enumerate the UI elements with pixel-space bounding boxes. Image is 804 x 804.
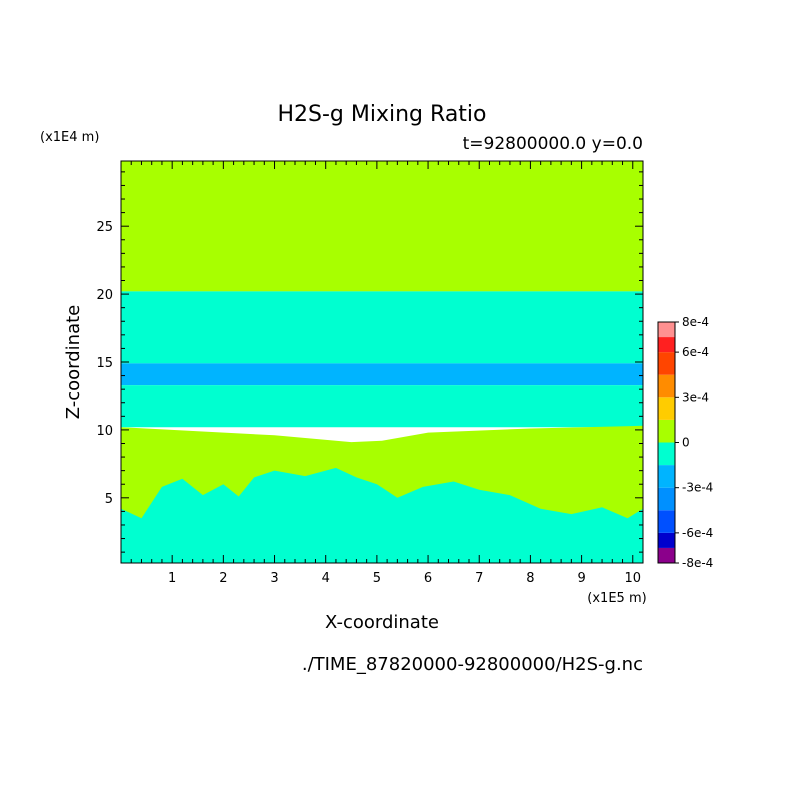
y-tick-label: 25 xyxy=(96,220,113,235)
x-tick-label: 3 xyxy=(270,571,278,586)
x-tick-label: 10 xyxy=(624,571,641,586)
colorbar-tick-label: -6e-4 xyxy=(682,526,713,540)
colorbar-segment xyxy=(658,547,675,563)
x-tick-label: 7 xyxy=(475,571,483,586)
colorbar-segment xyxy=(658,487,675,511)
colorbar-segment xyxy=(658,442,675,466)
contour-region-bottom-band xyxy=(121,467,643,563)
x-tick-label: 9 xyxy=(577,571,585,586)
colorbar-segment xyxy=(658,465,675,488)
colorbar-segment xyxy=(658,337,675,353)
x-axis-ticks: 1 2 3 4 5 6 7 8 9 10 xyxy=(130,161,644,586)
contour-region-middle-band xyxy=(121,291,643,364)
x-tick-label: 2 xyxy=(219,571,227,586)
x-axis-unit: (x1E5 m) xyxy=(587,591,646,606)
chart-title: H2S-g Mixing Ratio xyxy=(277,102,486,127)
y-axis-ticks: 5 10 15 20 25 xyxy=(96,171,643,553)
colorbar-tick-label: -3e-4 xyxy=(682,481,713,495)
y-tick-label: 10 xyxy=(96,424,113,439)
source-file-path: ./TIME_87820000-92800000/H2S-g.nc xyxy=(302,654,643,675)
x-tick-label: 8 xyxy=(526,571,534,586)
contour-region-negative-stripe xyxy=(121,363,643,386)
x-tick-label: 1 xyxy=(168,571,176,586)
colorbar-segment xyxy=(658,374,675,398)
y-tick-label: 20 xyxy=(96,288,113,303)
colorbar-segment xyxy=(658,397,675,420)
colorbar: 8e-4 6e-4 3e-4 0 -3e-4 -6e-4 -8e-4 xyxy=(657,315,713,570)
y-tick-label: 15 xyxy=(96,356,113,371)
colorbar-segment xyxy=(658,510,675,533)
colorbar-tick-label: 8e-4 xyxy=(682,315,709,329)
colorbar-tick-label: 0 xyxy=(682,436,690,450)
colorbar-tick-label: 6e-4 xyxy=(682,345,709,359)
y-tick-label: 5 xyxy=(105,492,113,507)
x-tick-label: 6 xyxy=(424,571,432,586)
contour-regions xyxy=(121,161,643,563)
contour-region-lower-middle-band xyxy=(121,385,643,428)
colorbar-tick-label: 3e-4 xyxy=(682,390,709,404)
x-tick-label: 4 xyxy=(322,571,330,586)
x-tick-label: 5 xyxy=(373,571,381,586)
y-axis-label: Z-coordinate xyxy=(63,305,84,420)
colorbar-segment xyxy=(658,532,675,548)
colorbar-tick-label: -8e-4 xyxy=(682,556,713,570)
chart-subtitle: t=92800000.0 y=0.0 xyxy=(463,134,643,154)
contour-region-upper-band xyxy=(121,161,643,292)
colorbar-segment xyxy=(658,352,675,375)
x-axis-label: X-coordinate xyxy=(325,612,439,633)
y-axis-unit: (x1E4 m) xyxy=(40,130,99,145)
colorbar-segment xyxy=(658,419,675,443)
colorbar-segment xyxy=(658,322,675,338)
